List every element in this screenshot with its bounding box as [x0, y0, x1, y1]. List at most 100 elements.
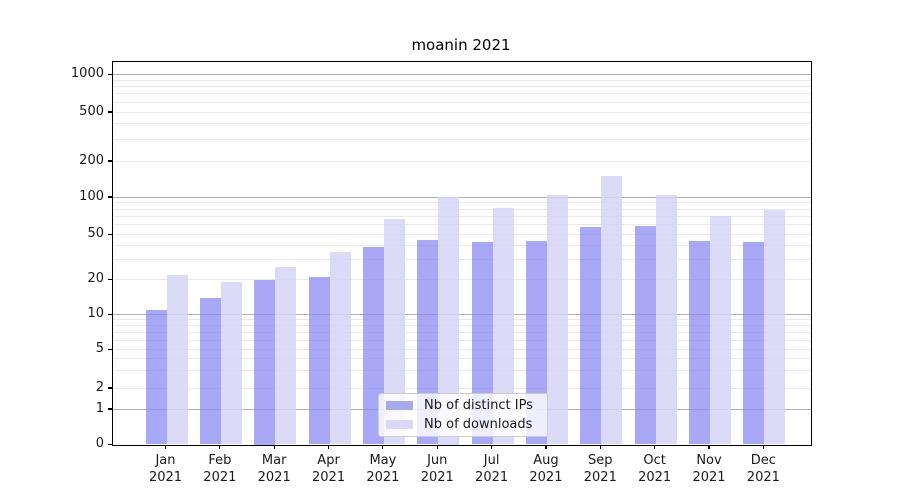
y-tick-mark — [107, 278, 112, 281]
minor-gridline — [113, 319, 811, 321]
bar-downloads-jan — [166, 274, 188, 445]
bar-downloads-aug — [546, 195, 568, 445]
bar-distinct-ips-nov — [689, 240, 710, 445]
chart-title: moanin 2021 — [411, 36, 511, 54]
x-tick-mark — [382, 444, 384, 449]
minor-gridline — [113, 259, 811, 261]
minor-gridline — [113, 123, 811, 125]
x-tick-mark — [491, 444, 493, 449]
x-tick-mark — [599, 444, 601, 449]
x-tick-mark — [219, 444, 221, 449]
minor-gridline — [113, 370, 811, 372]
bar-distinct-ips-apr — [308, 277, 330, 445]
y-tick-label: 2 — [95, 379, 104, 395]
x-tick-label-oct: Oct 2021 — [638, 453, 672, 485]
minor-gridline — [113, 93, 811, 95]
y-tick-label: 1 — [95, 400, 104, 416]
y-tick-label: 20 — [87, 271, 104, 286]
legend: Nb of distinct IPs Nb of downloads — [378, 393, 548, 437]
bar-distinct-ips-sep — [580, 227, 602, 445]
minor-gridline — [113, 138, 811, 140]
x-tick-label-dec: Dec 2021 — [746, 453, 780, 485]
x-tick-label-mar: Mar 2021 — [257, 453, 291, 485]
bar-downloads-jul — [492, 207, 514, 445]
minor-gridline — [113, 349, 811, 350]
bar-downloads-nov — [710, 216, 731, 445]
x-tick-mark — [545, 444, 547, 449]
x-tick-mark — [762, 444, 764, 449]
x-tick-mark — [708, 444, 710, 449]
x-tick-label-apr: Apr 2021 — [312, 453, 346, 485]
y-tick-mark — [107, 408, 112, 410]
minor-gridline — [113, 111, 811, 113]
minor-gridline — [113, 387, 811, 389]
legend-swatch-distinct-ips — [386, 401, 413, 410]
minor-gridline — [113, 358, 811, 360]
minor-gridline — [113, 208, 811, 210]
y-tick-mark — [107, 387, 112, 389]
x-tick-label-nov: Nov 2021 — [692, 453, 726, 485]
y-tick-label: 200 — [79, 152, 104, 168]
y-tick-label: 0 — [95, 436, 104, 451]
bar-distinct-ips-mar — [254, 279, 276, 445]
bar-downloads-feb — [220, 282, 242, 445]
x-tick-label-feb: Feb 2021 — [203, 453, 237, 485]
bar-downloads-sep — [601, 175, 623, 445]
minor-gridline — [113, 224, 811, 226]
legend-item-downloads: Nb of downloads — [379, 417, 547, 432]
minor-gridline — [113, 101, 811, 103]
y-tick-mark — [107, 313, 112, 316]
x-tick-label-jun: Jun 2021 — [420, 453, 454, 485]
y-tick-label: 1000 — [70, 66, 104, 81]
y-tick-label: 50 — [87, 226, 104, 241]
minor-gridline — [113, 332, 811, 333]
y-tick-mark — [107, 73, 112, 76]
x-tick-label-jan: Jan 2021 — [148, 453, 183, 485]
bar-downloads-oct — [655, 195, 677, 445]
minor-gridline — [113, 234, 811, 235]
legend-swatch-downloads — [386, 420, 413, 429]
minor-gridline — [113, 244, 811, 246]
legend-item-distinct-ips: Nb of distinct IPs — [379, 398, 547, 413]
y-tick-mark — [107, 111, 112, 113]
minor-gridline — [113, 79, 811, 81]
x-tick-label-jul: Jul 2021 — [475, 453, 509, 485]
x-tick-mark — [164, 444, 167, 449]
bar-downloads-mar — [275, 266, 297, 445]
bar-distinct-ips-jan — [145, 309, 167, 445]
bar-distinct-ips-feb — [199, 297, 221, 445]
y-tick-mark — [107, 348, 112, 351]
major-gridline — [113, 314, 811, 315]
minor-gridline — [113, 325, 811, 327]
minor-gridline — [113, 339, 811, 341]
bar-downloads-may — [383, 218, 405, 445]
y-tick-label: 500 — [79, 103, 104, 119]
x-tick-mark — [436, 444, 438, 449]
legend-label-downloads: Nb of downloads — [424, 417, 533, 432]
x-tick-mark — [654, 444, 656, 449]
plot-area — [107, 61, 812, 446]
major-gridline — [113, 74, 811, 75]
y-tick-mark — [107, 196, 112, 198]
y-tick-mark — [107, 160, 112, 162]
y-tick-label: 10 — [87, 306, 104, 321]
bar-downloads-jun — [438, 197, 460, 445]
bar-downloads-apr — [329, 252, 351, 445]
minor-gridline — [113, 86, 811, 88]
minor-gridline — [113, 215, 811, 217]
y-tick-label: 5 — [95, 341, 104, 356]
x-tick-mark — [327, 444, 330, 449]
bar-distinct-ips-dec — [743, 241, 765, 445]
minor-gridline — [113, 160, 811, 162]
bar-distinct-ips-oct — [634, 226, 656, 445]
minor-gridline — [113, 202, 811, 204]
bar-downloads-dec — [764, 210, 786, 445]
y-tick-mark — [107, 233, 112, 236]
x-tick-label-aug: Aug 2021 — [529, 453, 563, 485]
minor-gridline — [113, 279, 811, 280]
y-tick-label: 100 — [79, 188, 104, 204]
y-tick-mark — [107, 443, 112, 446]
x-tick-label-sep: Sep 2021 — [583, 453, 617, 485]
legend-label-distinct-ips: Nb of distinct IPs — [424, 398, 533, 413]
